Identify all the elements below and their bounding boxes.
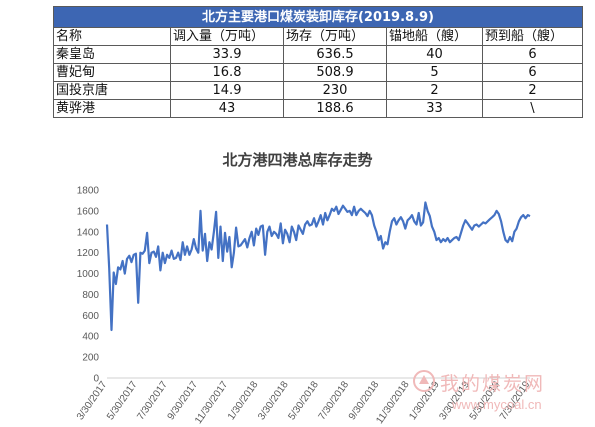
- header-expected-ships: 预到船（艘）: [482, 27, 583, 46]
- table-row: 曹妃甸 16.8 508.9 5 6: [53, 63, 583, 82]
- table-row: 国投京唐 14.9 230 2 2: [53, 81, 583, 100]
- inflow-value: 33.9: [170, 45, 284, 64]
- y-tick-label: 1200: [77, 248, 100, 259]
- y-tick-label: 1000: [77, 269, 100, 280]
- y-tick-label: 400: [82, 332, 99, 343]
- series-line-total-stock: [105, 201, 531, 332]
- anchored-value: 33: [386, 99, 483, 118]
- table-row: 黄骅港 43 188.6 33 \: [53, 99, 583, 118]
- table-title-row: 北方主要港口煤炭装卸库存(2019.8.9): [53, 6, 583, 28]
- y-axis-labels: 0 200 400 600 800 1000 1200 1400 1600 1800: [77, 186, 100, 385]
- watermark: 我的煤炭网 www.mycoal.cn: [412, 369, 592, 419]
- y-tick-label: 0: [93, 374, 99, 385]
- y-tick-label: 1800: [77, 186, 100, 197]
- watermark-url-text: www.mycoal.cn: [452, 397, 542, 412]
- y-tick-label: 200: [82, 353, 99, 364]
- mycoal-logo-icon: [413, 370, 435, 392]
- chart-title: 北方港四港总库存走势: [222, 151, 373, 169]
- table-title: 北方主要港口煤炭装卸库存(2019.8.9): [53, 6, 583, 28]
- y-tick-label: 600: [82, 311, 99, 322]
- table-header-row: 名称 调入量（万吨） 场存（万吨） 锚地船（艘） 预到船（艘）: [53, 27, 583, 46]
- inflow-value: 16.8: [170, 63, 284, 82]
- stock-value: 636.5: [283, 45, 387, 64]
- port-name: 黄骅港: [53, 99, 171, 118]
- header-inflow: 调入量（万吨）: [170, 27, 284, 46]
- port-name: 曹妃甸: [53, 63, 171, 82]
- watermark-cn-text: 我的煤炭网: [440, 373, 546, 395]
- port-stock-table: 北方主要港口煤炭装卸库存(2019.8.9) 名称 调入量（万吨） 场存（万吨）…: [53, 6, 583, 118]
- expected-value: \: [482, 99, 583, 118]
- y-tick-label: 800: [82, 290, 99, 301]
- y-tick-label: 1600: [77, 206, 100, 217]
- header-name: 名称: [53, 27, 171, 46]
- stock-value: 188.6: [283, 99, 387, 118]
- y-tick-label: 1400: [77, 227, 100, 238]
